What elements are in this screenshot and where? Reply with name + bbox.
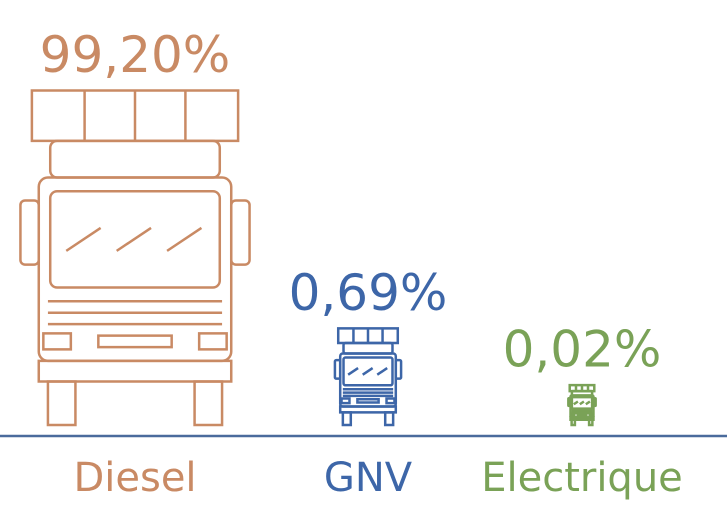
truck-part (117, 228, 151, 251)
truck-part (387, 399, 395, 404)
truck-part (66, 228, 100, 251)
category-label: Diesel (73, 455, 196, 501)
truck-part (385, 412, 393, 425)
truck-part (574, 402, 578, 405)
truck-part (199, 333, 226, 349)
truck-part (568, 398, 570, 406)
truck-part (589, 420, 592, 425)
truck-part (98, 336, 171, 347)
truck-part (586, 402, 590, 405)
truck-part (20, 200, 38, 264)
truck-part (231, 200, 249, 264)
truck-icon (568, 385, 595, 425)
truck-icon (335, 328, 401, 425)
truck-part (357, 399, 378, 402)
truck-part (377, 368, 387, 375)
value-label: 0,02% (503, 321, 662, 379)
truck-part (593, 398, 595, 406)
truck-part (167, 228, 201, 251)
value-label: 0,69% (289, 264, 448, 322)
truck-part (343, 412, 351, 425)
truck-part (50, 141, 220, 178)
truck-part (363, 368, 373, 375)
truck-part (348, 368, 358, 375)
truck-part (48, 381, 75, 425)
truck-part (580, 402, 584, 405)
truck-part (43, 333, 70, 349)
page: 99,20%Diesel0,69%GNV0,02%Electrique (() … (0, 0, 727, 509)
truck-part (342, 399, 350, 404)
category-label: GNV (324, 455, 413, 501)
truck-part (572, 420, 575, 425)
truck-part (578, 414, 587, 415)
truck-part (195, 381, 222, 425)
category-label: Electrique (481, 455, 683, 501)
chart: 99,20% Diesel 0,69% GNV 0,02% Electrique (0, 0, 727, 509)
truck-part (571, 414, 574, 416)
truck-part (335, 360, 340, 379)
truck-part (590, 414, 593, 416)
value-label: 99,20% (40, 26, 231, 84)
truck-icon (20, 90, 249, 425)
truck-part (39, 361, 231, 382)
truck-part (396, 360, 401, 379)
truck-part (344, 343, 393, 354)
